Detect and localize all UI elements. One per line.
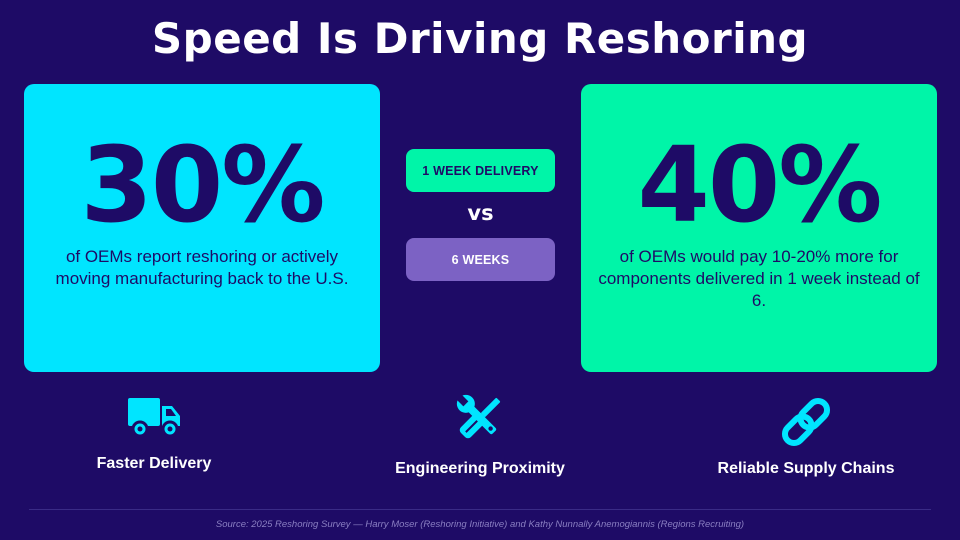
stat-description: of OEMs report reshoring or actively mov…	[55, 247, 349, 288]
footer-divider	[29, 509, 931, 510]
feature-label: Faster Delivery	[96, 455, 212, 472]
versus-label: vs	[467, 201, 494, 225]
feature-reliable-supply-chains: Reliable Supply Chains	[706, 392, 906, 478]
slide-title: Speed Is Driving Reshoring	[151, 14, 809, 63]
stat-card-premium: 40% of OEMs would pay 10-20% more for co…	[581, 84, 937, 372]
feature-engineering-proximity: Engineering Proximity	[380, 390, 580, 478]
truck-icon	[128, 398, 180, 438]
link-icon	[781, 397, 831, 447]
stat-value: 40%	[637, 124, 883, 246]
stat-description: of OEMs would pay 10-20% more for compon…	[598, 247, 920, 310]
stat-card-reshoring: 30% of OEMs report reshoring or actively…	[24, 84, 380, 372]
six-weeks-badge: 6 WEEKS	[406, 238, 555, 281]
feature-label: Engineering Proximity	[395, 460, 565, 477]
source-citation: Source: 2025 Reshoring Survey — Harry Mo…	[215, 519, 745, 530]
tools-icon	[456, 394, 501, 439]
feature-faster-delivery: Faster Delivery	[54, 394, 254, 473]
one-week-delivery-badge: 1 WEEK DELIVERY	[406, 149, 555, 192]
feature-label: Reliable Supply Chains	[717, 460, 895, 477]
stat-value: 30%	[80, 124, 326, 246]
